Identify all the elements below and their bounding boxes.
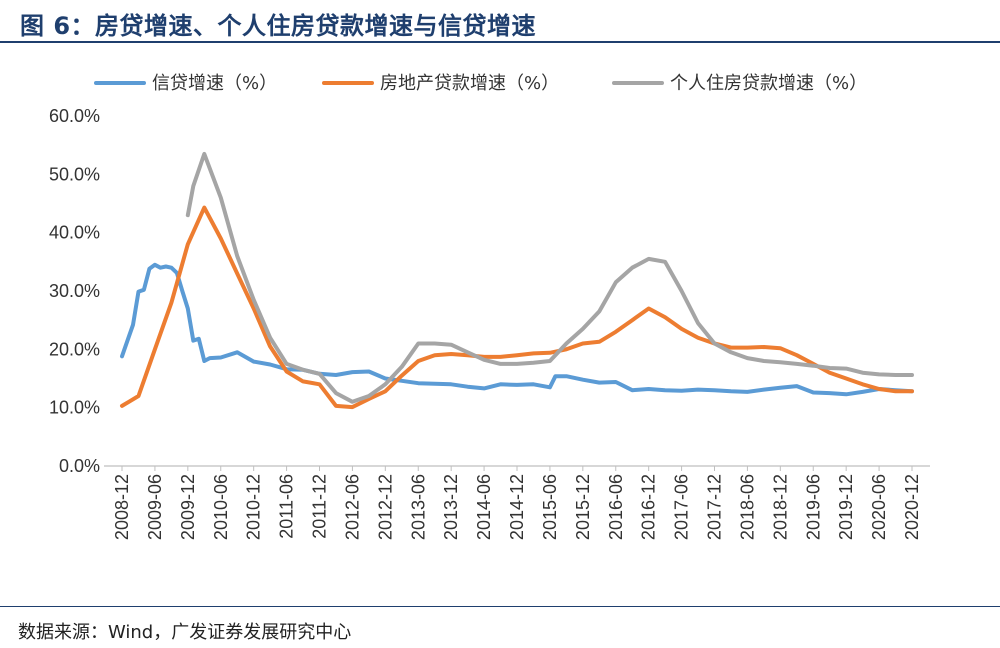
x-tick-label: 2011-12 [310,474,330,539]
y-tick-label: 60.0% [49,106,100,126]
series-lines [120,151,914,410]
y-tick-label: 0.0% [59,456,100,476]
x-tick-label: 2011-06 [277,474,297,539]
y-axis: 0.0% 10.0% 20.0% 30.0% 40.0% 50.0% 60.0% [49,106,100,476]
legend-label: 房地产贷款增速（%） [380,73,559,94]
title-divider [0,41,1000,43]
x-tick-label: 2009-12 [178,474,198,540]
x-tick-label: 2015-12 [573,474,593,540]
series-line-0 [120,262,914,397]
x-tick-label: 2014-12 [507,474,527,540]
legend-label: 个人住房贷款增速（%） [670,73,867,94]
figure-title: 图 6：房贷增速、个人住房贷款增速与信贷增速 [20,12,537,40]
x-tick-label: 2013-06 [408,474,428,540]
x-tick-label: 2010-12 [244,474,264,540]
x-tick-label: 2008-12 [112,474,132,540]
x-axis: 2008-12 2009-06 2009-12 2010-06 2010-12 2011-… [104,465,930,540]
x-tick-label: 2017-06 [672,474,692,540]
chart-legend: 信贷增速（%） 房地产贷款增速（%） 个人住房贷款增速（%） [94,73,867,94]
source-note: 数据来源：Wind，广发证券发展研究中心 [18,622,352,643]
x-tick-label: 2016-12 [639,474,659,540]
series-line-1 [120,205,914,410]
y-tick-label: 50.0% [49,164,100,184]
x-tick-label: 2010-06 [211,474,231,540]
x-tick-label: 2017-12 [705,474,725,540]
y-tick-label: 40.0% [49,223,100,243]
x-tick-label: 2018-06 [737,474,757,540]
series-line-2 [185,151,914,404]
y-tick-label: 20.0% [49,339,100,359]
x-tick-label: 2018-12 [770,474,790,540]
x-tick-label: 2014-06 [474,474,494,540]
x-tick-label: 2015-06 [540,474,560,540]
x-tick-label: 2020-06 [869,474,889,540]
x-tick-label: 2019-12 [836,474,856,540]
line-chart: 信贷增速（%） 房地产贷款增速（%） 个人住房贷款增速（%） 0.0% 10.0% 20… [49,73,930,540]
x-tick-label: 2013-12 [441,474,461,540]
y-tick-label: 10.0% [49,398,100,418]
x-tick-label: 2016-06 [606,474,626,540]
x-tick-label: 2012-06 [342,474,362,540]
x-tick-label: 2020-12 [902,474,922,540]
source-divider [0,606,1000,607]
x-tick-label: 2009-06 [145,474,165,540]
x-tick-label: 2019-06 [803,474,823,540]
x-tick-label: 2012-12 [375,474,395,540]
y-tick-label: 30.0% [49,281,100,301]
legend-label: 信贷增速（%） [152,73,277,94]
